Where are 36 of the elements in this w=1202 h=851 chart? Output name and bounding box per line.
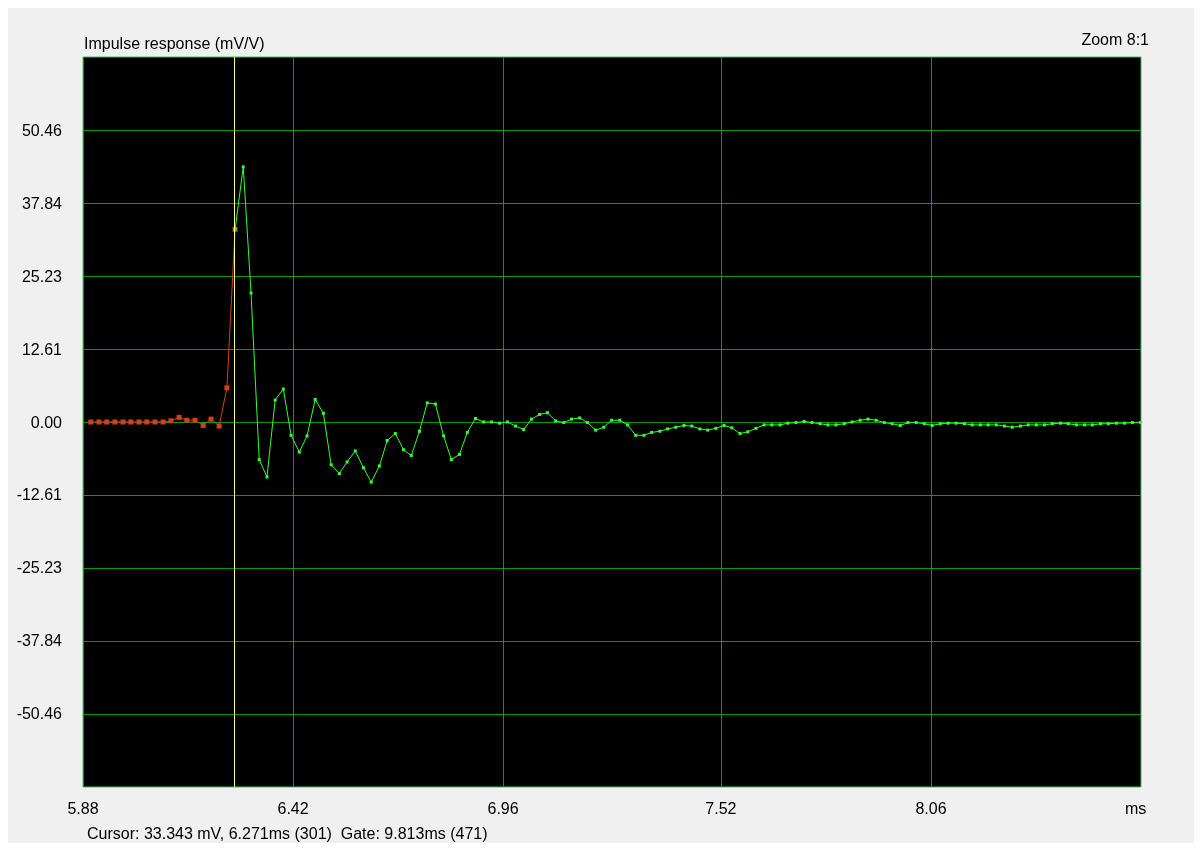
y-tick-label: -25.23	[16, 559, 63, 577]
y-tick-label: -12.61	[16, 486, 63, 504]
point	[112, 419, 118, 425]
point	[120, 419, 126, 425]
point	[216, 423, 222, 429]
point	[184, 417, 190, 423]
y-tick-label: 50.46	[21, 121, 63, 139]
x-tick-label: 6.42	[277, 799, 309, 817]
point	[160, 419, 166, 425]
point	[96, 419, 102, 425]
point	[208, 416, 214, 422]
point	[88, 419, 94, 425]
chart-title: Impulse response (mV/V)	[84, 34, 265, 52]
point	[136, 419, 142, 425]
point	[224, 385, 230, 391]
x-tick-label: 7.52	[705, 799, 737, 817]
text: Zoom 8:1	[1081, 30, 1150, 48]
point	[176, 414, 182, 420]
point	[200, 422, 206, 428]
y-tick-label: 12.61	[21, 340, 63, 358]
x-axis-title: ms	[1125, 799, 1147, 817]
y-tick-label: 0.00	[30, 413, 63, 431]
x-tick-label: 5.88	[67, 799, 99, 817]
y-tick-label: -37.84	[16, 632, 63, 650]
point	[168, 418, 174, 424]
point	[144, 419, 150, 425]
point	[104, 419, 110, 425]
x-tick-label: 8.06	[915, 799, 947, 817]
y-tick-label: 25.23	[21, 267, 63, 285]
x-tick-label: 6.96	[487, 799, 519, 817]
point	[128, 419, 134, 425]
point	[152, 419, 158, 425]
point	[192, 417, 198, 423]
y-tick-label: -50.46	[16, 705, 63, 723]
text: Cursor: 33.343 mV, 6.271ms (301) Gate: 9.813ms (471)	[87, 824, 488, 842]
y-tick-label: 37.84	[21, 194, 63, 212]
